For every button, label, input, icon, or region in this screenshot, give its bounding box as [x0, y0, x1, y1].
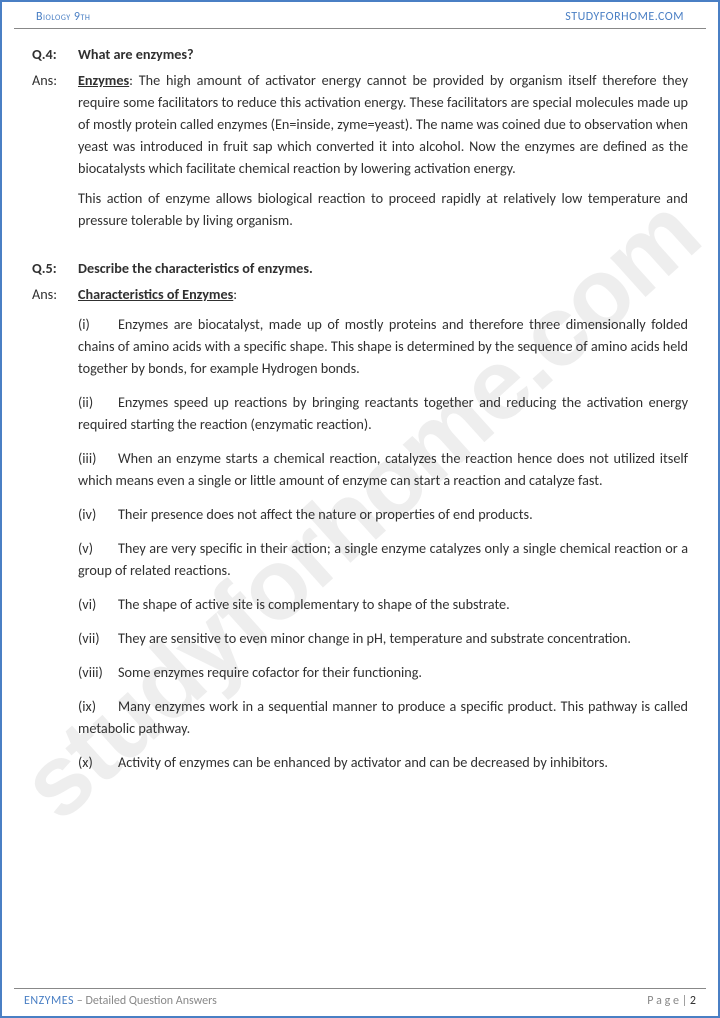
header-subject: Biology 9th — [36, 10, 90, 24]
list-item-roman: (vii) — [78, 627, 118, 649]
list-item: (ix)Many enzymes work in a sequential ma… — [78, 695, 688, 739]
list-item-roman: (x) — [78, 751, 118, 773]
q4-body1: : The high amount of activator energy ca… — [78, 71, 688, 177]
spacer — [32, 243, 688, 257]
list-item-roman: (vi) — [78, 593, 118, 615]
answer-4-row: Ans: Enzymes: The high amount of activat… — [32, 69, 688, 239]
q5-label: Q.5: — [32, 257, 78, 279]
page-content: Q.4: What are enzymes? Ans: Enzymes: The… — [2, 29, 718, 799]
q5-answer-body: Characteristics of Enzymes: (i)Enzymes a… — [78, 283, 688, 785]
question-5-row: Q.5: Describe the characteristics of enz… — [32, 257, 688, 279]
footer-chapter: ENZYMES — [24, 994, 74, 1008]
list-item-text: When an enzyme starts a chemical reactio… — [78, 449, 688, 489]
footer-subtitle: – Detailed Question Answers — [74, 994, 217, 1008]
list-item-roman: (ii) — [78, 391, 118, 413]
q4-label: Q.4: — [32, 43, 78, 65]
footer-page-label: P a g e | — [647, 994, 690, 1008]
page-footer: ENZYMES – Detailed Question Answers P a … — [14, 988, 706, 1016]
q5-ans-label: Ans: — [32, 283, 78, 785]
q4-term: Enzymes — [78, 71, 129, 89]
list-item-text: They are very specific in their action; … — [78, 539, 688, 579]
document-page: Biology 9th STUDYFORHOME.COM studyforhom… — [0, 0, 720, 1018]
list-item: (viii)Some enzymes require cofactor for … — [78, 661, 688, 683]
q5-heading: Characteristics of Enzymes: — [78, 283, 688, 305]
list-item-roman: (viii) — [78, 661, 118, 683]
list-item-text: Many enzymes work in a sequential manner… — [78, 697, 688, 737]
question-4-row: Q.4: What are enzymes? — [32, 43, 688, 65]
list-item-text: Activity of enzymes can be enhanced by a… — [118, 753, 608, 771]
list-item-text: Enzymes are biocatalyst, made up of most… — [78, 315, 688, 377]
list-item-text: They are sensitive to even minor change … — [118, 629, 631, 647]
answer-5-row: Ans: Characteristics of Enzymes: (i)Enzy… — [32, 283, 688, 785]
list-item-roman: (v) — [78, 537, 118, 559]
footer-left: ENZYMES – Detailed Question Answers — [24, 994, 217, 1008]
footer-page-number: 2 — [690, 994, 696, 1008]
list-item: (iv)Their presence does not affect the n… — [78, 503, 688, 525]
q4-ans-label: Ans: — [32, 69, 78, 239]
list-item-roman: (iii) — [78, 447, 118, 469]
q5-items-list: (i)Enzymes are biocatalyst, made up of m… — [78, 313, 688, 773]
page-header: Biology 9th STUDYFORHOME.COM — [14, 2, 706, 29]
footer-right: P a g e | 2 — [647, 994, 696, 1008]
q4-question: What are enzymes? — [78, 43, 688, 65]
list-item-roman: (iv) — [78, 503, 118, 525]
list-item: (x)Activity of enzymes can be enhanced b… — [78, 751, 688, 773]
list-item-text: Enzymes speed up reactions by bringing r… — [78, 393, 688, 433]
list-item: (v)They are very specific in their actio… — [78, 537, 688, 581]
header-site: STUDYFORHOME.COM — [565, 10, 684, 24]
q5-question: Describe the characteristics of enzymes. — [78, 257, 688, 279]
list-item: (ii)Enzymes speed up reactions by bringi… — [78, 391, 688, 435]
q4-para1: Enzymes: The high amount of activator en… — [78, 69, 688, 179]
list-item: (iii)When an enzyme starts a chemical re… — [78, 447, 688, 491]
list-item: (vi)The shape of active site is compleme… — [78, 593, 688, 615]
list-item: (vii)They are sensitive to even minor ch… — [78, 627, 688, 649]
q4-answer-body: Enzymes: The high amount of activator en… — [78, 69, 688, 239]
q4-para2: This action of enzyme allows biological … — [78, 187, 688, 231]
list-item: (i)Enzymes are biocatalyst, made up of m… — [78, 313, 688, 379]
list-item-text: Their presence does not affect the natur… — [118, 505, 533, 523]
q5-term: Characteristics of Enzymes — [78, 285, 233, 303]
q5-colon: : — [233, 285, 237, 303]
list-item-roman: (ix) — [78, 695, 118, 717]
list-item-roman: (i) — [78, 313, 118, 335]
list-item-text: The shape of active site is complementar… — [118, 595, 510, 613]
list-item-text: Some enzymes require cofactor for their … — [118, 663, 422, 681]
